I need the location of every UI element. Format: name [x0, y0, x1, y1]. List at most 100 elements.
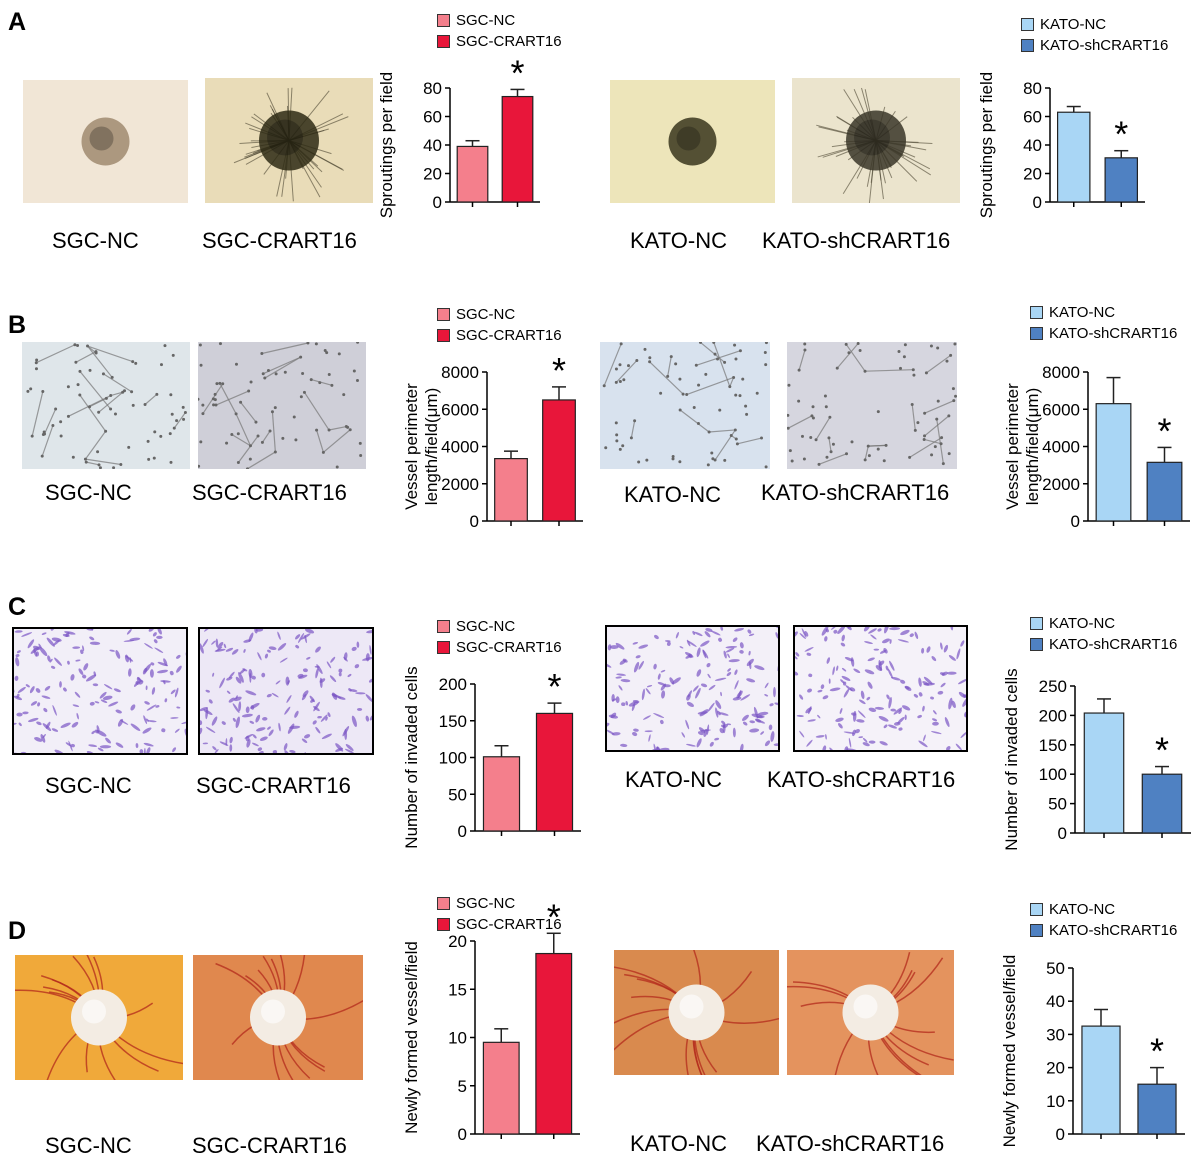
- legend-swatch: [1030, 617, 1043, 630]
- micrograph-kato-shcrart16: [787, 342, 957, 469]
- bar-1: [456, 145, 489, 203]
- y-tick-label: 5: [458, 1077, 467, 1096]
- legend-swatch: [437, 897, 450, 910]
- bar-chart-b-1: 0 2000 4000 6000 8000 * Vessel perimeterlength…: [402, 350, 583, 531]
- axes: 0 50 100 150 200: [439, 675, 581, 841]
- y-axis-label: Sproutings per field: [377, 72, 396, 218]
- legend: KATO-NC KATO-shCRART16: [1030, 899, 1177, 941]
- legend-swatch: [437, 918, 450, 931]
- bar-chart-c-2: 0 50 100 150 200 250 * Number of invaded cells: [1002, 668, 1191, 851]
- y-tick-label: 20: [1023, 165, 1042, 184]
- y-tick-label: 80: [1023, 79, 1042, 98]
- y-tick-label: 250: [1039, 677, 1067, 696]
- legend-swatch: [437, 308, 450, 321]
- y-axis-label: Newly formed vessel/field: [402, 941, 421, 1134]
- image-label: SGC-CRART16: [196, 773, 351, 798]
- y-tick-label: 0: [458, 1125, 467, 1144]
- image-label: SGC-NC: [45, 480, 132, 505]
- significance-asterisk: *: [547, 896, 561, 937]
- micrograph-sgc-nc: [22, 342, 190, 469]
- y-tick-label: 0: [1033, 193, 1042, 212]
- y-axis-label: Vessel perimeterlength/field(μm): [402, 383, 441, 510]
- y-tick-label: 0: [1071, 512, 1080, 531]
- y-tick-label: 0: [458, 822, 467, 841]
- image-label: SGC-CRART16: [192, 480, 347, 505]
- bar-1: [482, 756, 521, 832]
- micrograph-kato-nc: [610, 80, 775, 203]
- axes: 0 2000 4000 6000 8000: [1042, 363, 1190, 531]
- y-tick-label: 10: [448, 1029, 467, 1048]
- panel-letter-b: B: [8, 311, 27, 339]
- panel-letter-a: A: [8, 8, 27, 36]
- significance-asterisk: *: [510, 52, 524, 93]
- y-tick-label: 100: [439, 749, 467, 768]
- legend-item: KATO-NC: [1030, 302, 1177, 323]
- y-tick-label: 40: [1046, 992, 1065, 1011]
- bar-2: [535, 712, 574, 832]
- significance-asterisk: *: [552, 350, 566, 391]
- legend-label: SGC-NC: [456, 12, 516, 29]
- significance-asterisk: *: [1114, 114, 1128, 155]
- bar-chart-d-2: 0 10 20 30 40 50 * Newly formed vessel/field: [1000, 955, 1185, 1147]
- y-tick-label: 100: [1039, 765, 1067, 784]
- micrograph-sgc-crart16: [198, 342, 366, 469]
- legend-item: SGC-CRART16: [437, 31, 562, 52]
- legend-label: KATO-shCRART16: [1049, 636, 1178, 653]
- y-axis-label: Sproutings per field: [977, 72, 996, 218]
- micrograph-kato-shcrart16: [792, 78, 960, 203]
- micrograph-sgc-crart16: [205, 78, 373, 203]
- legend-item: SGC-NC: [437, 10, 562, 31]
- legend-label: KATO-shCRART16: [1040, 37, 1169, 54]
- y-tick-label: 150: [1039, 736, 1067, 755]
- legend: SGC-NC SGC-CRART16: [437, 304, 562, 346]
- y-tick-label: 40: [1023, 136, 1042, 155]
- legend-swatch: [1021, 39, 1034, 52]
- y-tick-label: 0: [1056, 1125, 1065, 1144]
- bar-2: [542, 399, 576, 522]
- bar-1: [1083, 712, 1125, 834]
- y-tick-label: 20: [423, 165, 442, 184]
- legend-swatch: [437, 35, 450, 48]
- y-tick-label: 6000: [1042, 400, 1080, 419]
- legend-swatch: [1030, 306, 1043, 319]
- legend-label: KATO-NC: [1049, 901, 1116, 918]
- image-label: KATO-shCRART16: [762, 228, 951, 253]
- y-tick-label: 50: [1046, 959, 1065, 978]
- image-label: SGC-NC: [45, 1133, 132, 1158]
- bar-chart-a-1: 0 20 40 60 80 * Sproutings per field: [377, 52, 540, 218]
- y-tick-label: 2000: [1042, 475, 1080, 494]
- legend-swatch: [437, 641, 450, 654]
- legend-item: KATO-NC: [1030, 899, 1177, 920]
- y-axis-label: Vessel perimeterlength/field(μm): [1003, 383, 1042, 510]
- bar-2: [1141, 773, 1183, 834]
- micrograph-kato-shcrart16: [793, 625, 968, 752]
- micrograph-kato-nc: [600, 342, 770, 469]
- legend-swatch: [437, 620, 450, 633]
- y-tick-label: 8000: [1042, 363, 1080, 382]
- legend-item: SGC-NC: [437, 616, 562, 637]
- legend-item: SGC-CRART16: [437, 637, 562, 658]
- bar-1: [1081, 1025, 1121, 1135]
- bar-chart-b-2: 0 2000 4000 6000 8000 * Vessel perimeterlength…: [1003, 363, 1190, 531]
- legend-item: KATO-NC: [1030, 613, 1177, 634]
- y-tick-label: 20: [1046, 1059, 1065, 1078]
- legend-item: KATO-shCRART16: [1030, 634, 1177, 655]
- y-tick-label: 60: [1023, 108, 1042, 127]
- micrograph-kato-shcrart16: [787, 950, 954, 1075]
- y-tick-label: 30: [1046, 1025, 1065, 1044]
- y-tick-label: 2000: [441, 475, 479, 494]
- y-axis-label: Number of invaded cells: [402, 666, 421, 848]
- legend-item: SGC-CRART16: [437, 325, 562, 346]
- y-tick-label: 0: [433, 193, 442, 212]
- legend-label: KATO-shCRART16: [1049, 325, 1178, 342]
- axes: 0 50 100 150 200 250: [1039, 677, 1191, 843]
- y-tick-label: 40: [423, 136, 442, 155]
- image-label: KATO-NC: [624, 482, 721, 507]
- legend: SGC-NC SGC-CRART16: [437, 10, 562, 52]
- legend: SGC-NC SGC-CRART16: [437, 616, 562, 658]
- bar-chart-a-2: 0 20 40 60 80 * Sproutings per field: [977, 72, 1145, 218]
- significance-asterisk: *: [1150, 1031, 1164, 1072]
- legend-swatch: [1021, 18, 1034, 31]
- panel-letter-c: C: [8, 593, 27, 621]
- image-label: SGC-NC: [52, 228, 139, 253]
